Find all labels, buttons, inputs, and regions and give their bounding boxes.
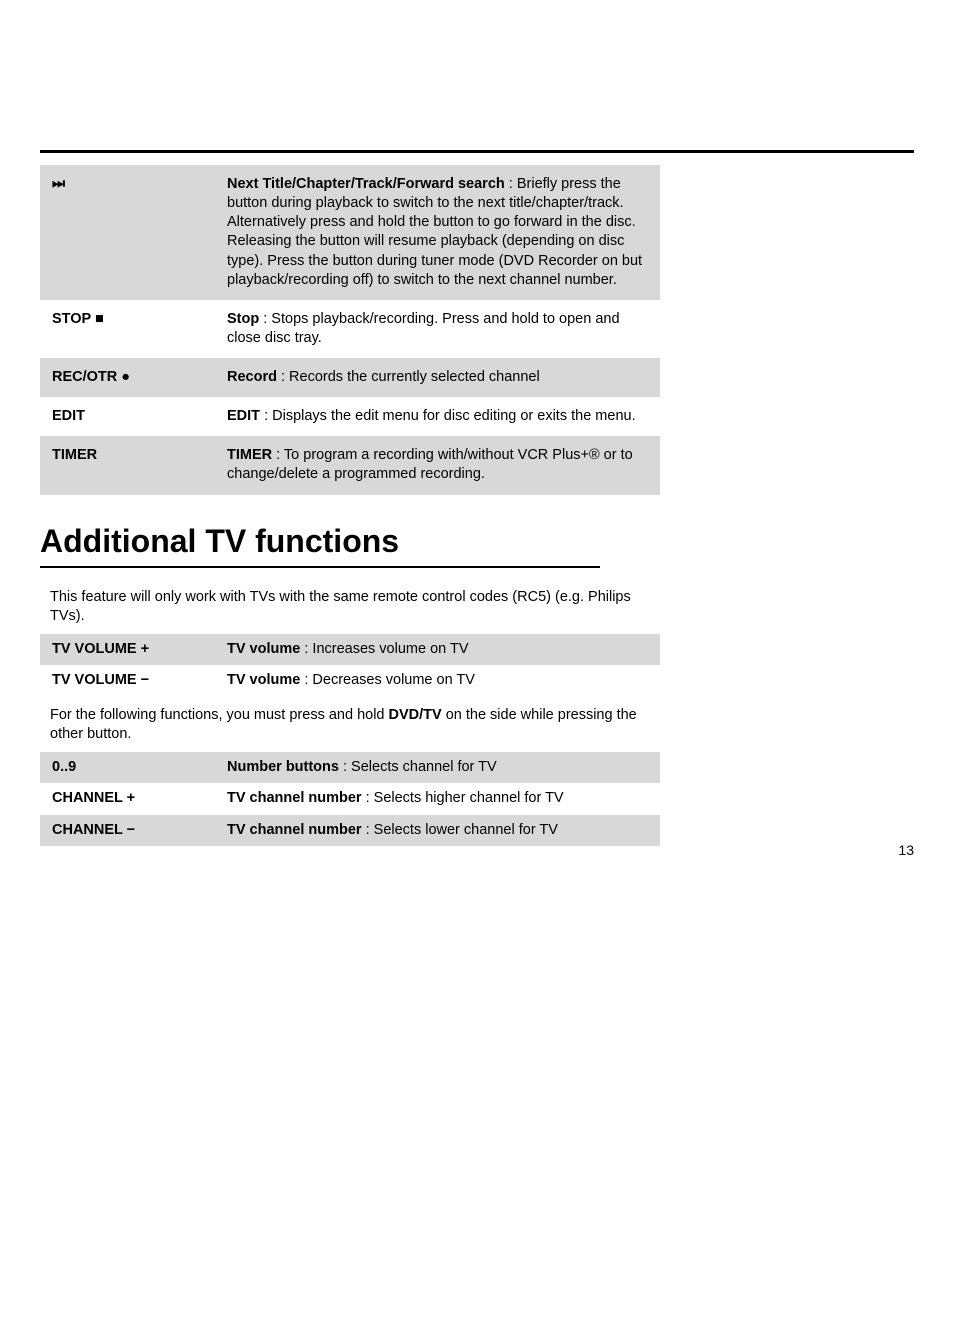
function-desc: : Increases volume on TV bbox=[304, 641, 468, 657]
mid-bold: DVD/TV bbox=[389, 707, 442, 723]
function-cell: TV volume : Decreases volume on TV bbox=[215, 665, 660, 696]
table-row: CHANNEL − TV channel number : Selects lo… bbox=[40, 815, 660, 846]
function-cell: Stop : Stops playback/recording. Press a… bbox=[215, 300, 660, 358]
table-row: TV VOLUME − TV volume : Decreases volume… bbox=[40, 665, 660, 696]
mid-text-pre: For the following functions, you must pr… bbox=[50, 707, 389, 723]
function-title: TV volume bbox=[227, 641, 300, 657]
function-cell: EDIT : Displays the edit menu for disc e… bbox=[215, 397, 660, 436]
function-title: TV channel number bbox=[227, 822, 362, 838]
table-row: STOP ■ Stop : Stops playback/recording. … bbox=[40, 300, 660, 358]
tv-volume-table: TV VOLUME + TV volume : Increases volume… bbox=[40, 634, 660, 696]
function-desc: : Selects channel for TV bbox=[343, 759, 497, 775]
table-row: REC/OTR ● Record : Records the currently… bbox=[40, 358, 660, 397]
function-cell: TV channel number : Selects higher chann… bbox=[215, 783, 660, 814]
function-cell: TV volume : Increases volume on TV bbox=[215, 634, 660, 665]
page-number: 13 bbox=[898, 842, 914, 858]
function-desc: : Selects lower channel for TV bbox=[366, 822, 558, 838]
remote-functions-table: ⏭ Next Title/Chapter/Track/Forward searc… bbox=[40, 165, 660, 495]
key-label: CHANNEL − bbox=[40, 815, 215, 846]
section-underline bbox=[40, 566, 600, 568]
function-desc: : To program a recording with/without VC… bbox=[227, 447, 633, 482]
function-cell: Next Title/Chapter/Track/Forward search … bbox=[215, 165, 660, 300]
function-desc: : Selects higher channel for TV bbox=[366, 790, 564, 806]
header-rule bbox=[40, 150, 914, 153]
key-label: 0..9 bbox=[40, 752, 215, 783]
function-cell: Record : Records the currently selected … bbox=[215, 358, 660, 397]
function-desc: : Stops playback/recording. Press and ho… bbox=[227, 311, 620, 346]
function-extra: Press the button during tuner mode (DVD … bbox=[227, 253, 642, 288]
mid-instruction: For the following functions, you must pr… bbox=[40, 696, 660, 752]
intro-text: This feature will only work with TVs wit… bbox=[40, 588, 660, 634]
function-title: EDIT bbox=[227, 408, 260, 424]
table-row: 0..9 Number buttons : Selects channel fo… bbox=[40, 752, 660, 783]
key-label: STOP ■ bbox=[40, 300, 215, 358]
key-label: ⏭ bbox=[40, 165, 215, 300]
function-cell: Number buttons : Selects channel for TV bbox=[215, 752, 660, 783]
function-desc: : Displays the edit menu for disc editin… bbox=[264, 408, 636, 424]
table-row: TIMER TIMER : To program a recording wit… bbox=[40, 436, 660, 494]
key-label: CHANNEL + bbox=[40, 783, 215, 814]
table-row: ⏭ Next Title/Chapter/Track/Forward searc… bbox=[40, 165, 660, 300]
function-title: Record bbox=[227, 369, 277, 385]
table-row: CHANNEL + TV channel number : Selects hi… bbox=[40, 783, 660, 814]
key-label: REC/OTR ● bbox=[40, 358, 215, 397]
function-desc: : Decreases volume on TV bbox=[304, 672, 475, 688]
function-desc: : Records the currently selected channel bbox=[281, 369, 540, 385]
key-label: EDIT bbox=[40, 397, 215, 436]
key-label: TV VOLUME − bbox=[40, 665, 215, 696]
function-title: TIMER bbox=[227, 447, 272, 463]
key-label: TV VOLUME + bbox=[40, 634, 215, 665]
function-title: Number buttons bbox=[227, 759, 339, 775]
function-title: TV volume bbox=[227, 672, 300, 688]
tv-channel-table: 0..9 Number buttons : Selects channel fo… bbox=[40, 752, 660, 845]
table-row: EDIT EDIT : Displays the edit menu for d… bbox=[40, 397, 660, 436]
function-title: Next Title/Chapter/Track/Forward search bbox=[227, 176, 505, 192]
section-heading: Additional TV functions bbox=[40, 523, 914, 560]
function-cell: TV channel number : Selects lower channe… bbox=[215, 815, 660, 846]
function-title: Stop bbox=[227, 311, 259, 327]
function-title: TV channel number bbox=[227, 790, 362, 806]
function-cell: TIMER : To program a recording with/with… bbox=[215, 436, 660, 494]
key-label: TIMER bbox=[40, 436, 215, 494]
table-row: TV VOLUME + TV volume : Increases volume… bbox=[40, 634, 660, 665]
